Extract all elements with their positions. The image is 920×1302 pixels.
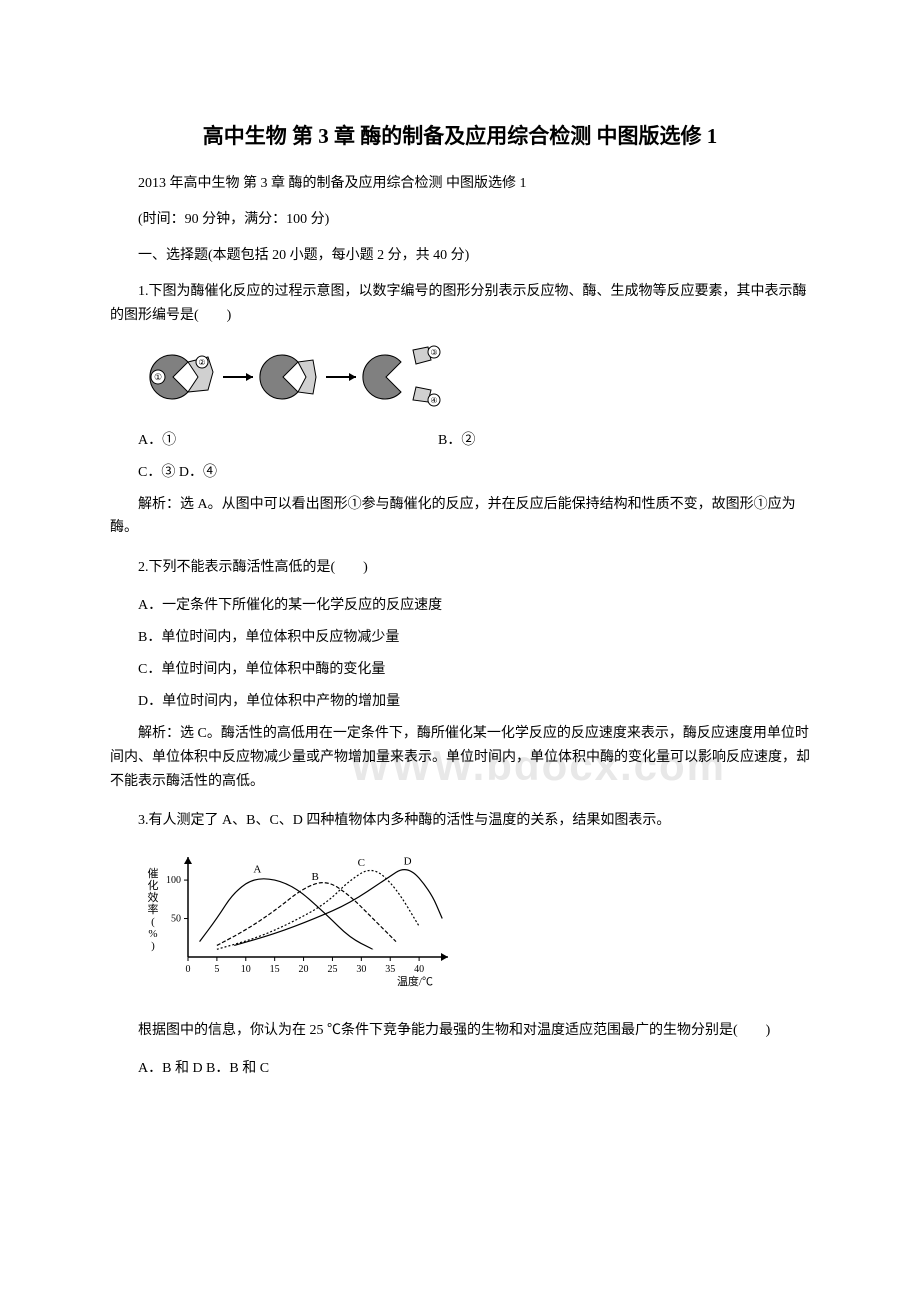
q3-option-ab: A．B 和 D B．B 和 C [110, 1057, 810, 1077]
svg-text:5: 5 [214, 964, 219, 975]
svg-text:①: ① [154, 372, 162, 382]
q2-explanation: 解析：选 C。酶活性的高低用在一定条件下，酶所催化某一化学反应的反应速度来表示，… [110, 722, 810, 793]
q1-option-cd: C．③ D．④ [110, 461, 810, 481]
q2-text: 2.下列不能表示酶活性高低的是( ) [110, 556, 810, 580]
q2-option-a: A．一定条件下所催化的某一化学反应的反应速度 [110, 594, 810, 614]
q1-text: 1.下图为酶催化反应的过程示意图，以数字编号的图形分别表示反应物、酶、生成物等反… [110, 280, 810, 328]
svg-text:C: C [358, 857, 365, 869]
svg-text:10: 10 [241, 964, 251, 975]
q1-options-row1: A．① B．② [110, 429, 810, 449]
svg-text:35: 35 [385, 964, 395, 975]
svg-text:15: 15 [270, 964, 280, 975]
q3-text1: 3.有人测定了 A、B、C、D 四种植物体内多种酶的活性与温度的关系，结果如图表… [110, 809, 810, 833]
q2-option-d: D．单位时间内，单位体积中产物的增加量 [110, 690, 810, 710]
page-title: 高中生物 第 3 章 酶的制备及应用综合检测 中图版选修 1 [110, 120, 810, 150]
svg-text:D: D [404, 856, 412, 868]
meta-info: (时间：90 分钟，满分：100 分) [110, 208, 810, 228]
svg-text:(: ( [151, 916, 155, 928]
svg-text:效: 效 [148, 890, 159, 904]
subtitle-text: 2013 年高中生物 第 3 章 酶的制备及应用综合检测 中图版选修 1 [110, 172, 810, 192]
svg-text:③: ③ [430, 348, 437, 357]
q2-option-c: C．单位时间内，单位体积中酶的变化量 [110, 658, 810, 678]
q3-chart: 50 100 0 5 10 15 20 25 30 35 40 催化效率(%) 温度/℃ A B C D [138, 847, 810, 1007]
svg-text:化: 化 [148, 878, 159, 892]
section-header: 一、选择题(本题包括 20 小题，每小题 2 分，共 40 分) [110, 244, 810, 264]
svg-text:0: 0 [186, 964, 191, 975]
svg-text:25: 25 [327, 964, 337, 975]
svg-text:④: ④ [430, 396, 437, 405]
svg-text:②: ② [198, 358, 205, 367]
svg-text:40: 40 [414, 964, 424, 975]
q1-option-a: A．① [110, 429, 410, 449]
svg-text:100: 100 [166, 875, 181, 886]
svg-text:率: 率 [148, 902, 159, 916]
svg-text:20: 20 [299, 964, 309, 975]
svg-text:%: % [148, 928, 157, 940]
svg-text:): ) [151, 940, 155, 952]
q1-option-b: B．② [410, 429, 475, 449]
svg-text:温度/℃: 温度/℃ [397, 974, 433, 988]
svg-text:催: 催 [148, 866, 159, 880]
svg-text:A: A [253, 864, 261, 876]
svg-text:50: 50 [171, 914, 181, 925]
svg-text:B: B [311, 871, 318, 883]
svg-text:30: 30 [356, 964, 366, 975]
q1-explanation: 解析：选 A。从图中可以看出图形①参与酶催化的反应，并在反应后能保持结构和性质不… [110, 493, 810, 541]
q3-text2: 根据图中的信息，你认为在 25 ℃条件下竞争能力最强的生物和对温度适应范围最广的… [110, 1019, 810, 1043]
q1-diagram: ① ② ③ ④ [138, 342, 810, 417]
q2-option-b: B．单位时间内，单位体积中反应物减少量 [110, 626, 810, 646]
